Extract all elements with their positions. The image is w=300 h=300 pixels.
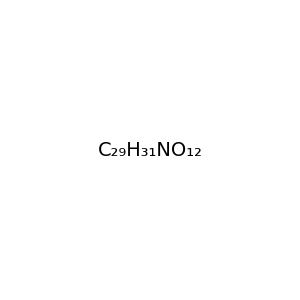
Text: C₂₉H₃₁NO₁₂: C₂₉H₃₁NO₁₂ <box>98 140 202 160</box>
